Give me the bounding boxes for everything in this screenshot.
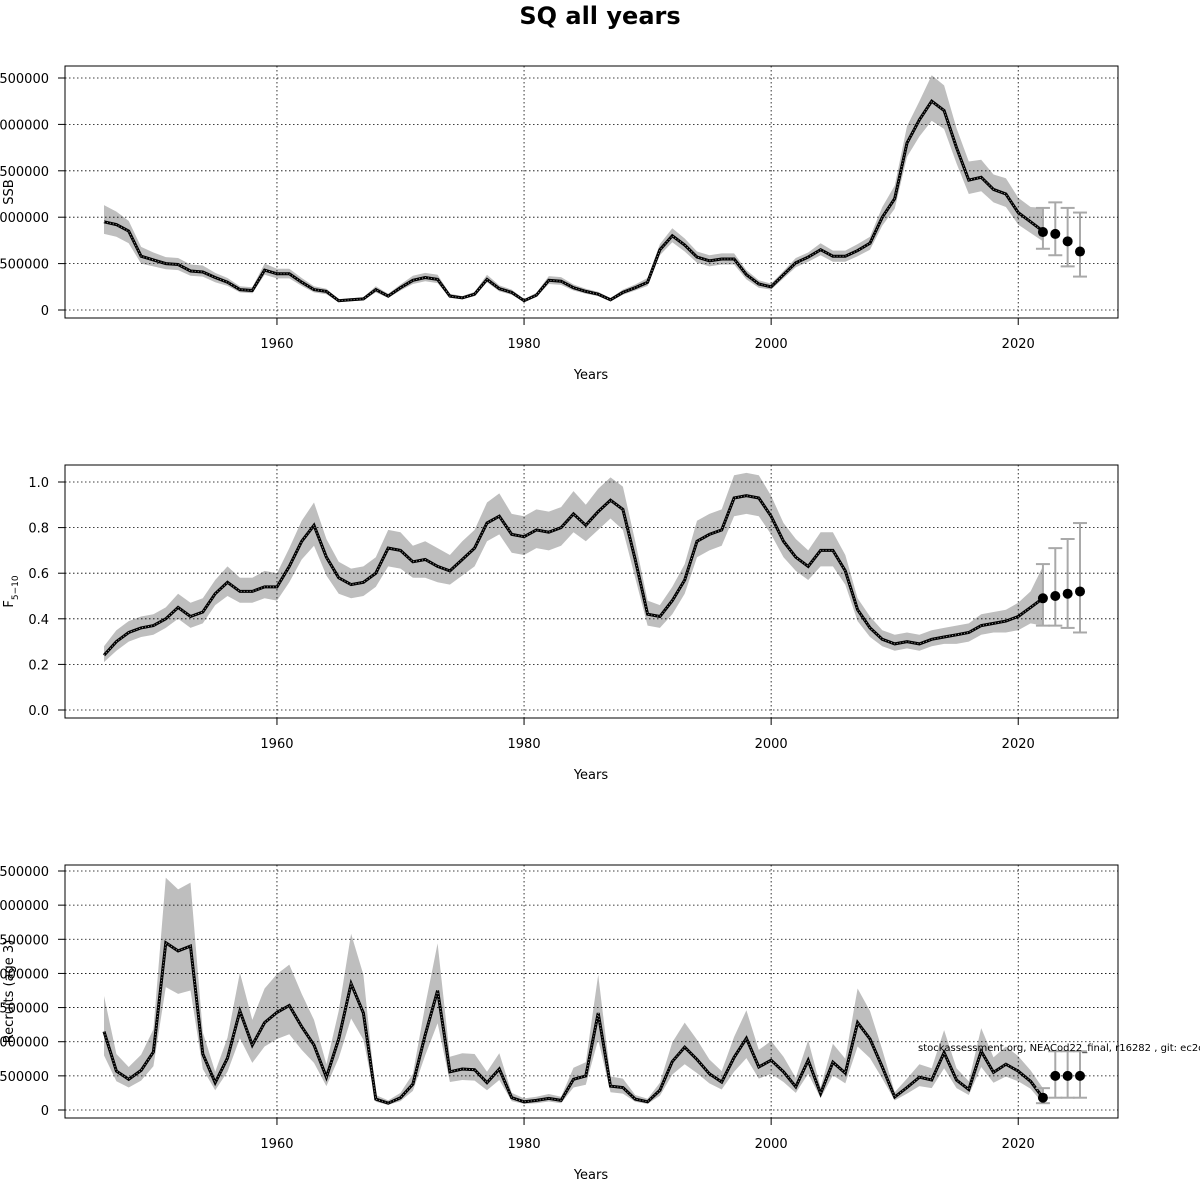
- forecast-point: [1062, 588, 1073, 599]
- y-tick-label: 2000000: [0, 118, 49, 133]
- y-tick-label: 2500000: [0, 933, 49, 948]
- y-tick-label: 0.8: [28, 522, 49, 537]
- x-tick-label: 2020: [1002, 337, 1035, 352]
- plot-frame: [64, 464, 1119, 719]
- x-tick-label: 2020: [1002, 1137, 1035, 1152]
- y-axis-label: Recruits (age 3): [2, 940, 17, 1044]
- y-tick-label: 0: [41, 304, 49, 319]
- x-tick-label: 2020: [1002, 737, 1035, 752]
- x-axis-label: Years: [573, 368, 609, 383]
- y-tick-label: 500000: [0, 258, 49, 273]
- recruits-panel: 1960 1980 2000 2020 0 500000 1000000 1500000 200…: [0, 864, 1119, 1183]
- y-tick-label: 3000000: [0, 899, 49, 914]
- estimate-line: [103, 99, 1044, 303]
- confidence-band: [104, 877, 1043, 1105]
- y-tick-label: 1000000: [0, 211, 49, 226]
- forecast-point: [1037, 593, 1048, 604]
- f-panel: 1960 1980 2000 2020 0.0 0.2 0.4 0.6 0.8 1.0 Years F…: [2, 464, 1119, 783]
- forecast-point: [1050, 591, 1061, 601]
- x-tick-label: 2000: [755, 1137, 788, 1152]
- x-tick-label: 2000: [755, 337, 788, 352]
- estimate-line-dotted: [103, 100, 1044, 302]
- y-tick-label: 0.4: [28, 613, 49, 628]
- plot-frame: [64, 65, 1119, 319]
- forecast-point: [1075, 1070, 1085, 1081]
- y-axis-label: SSB: [2, 179, 17, 204]
- y-tick-label: 0.2: [28, 658, 49, 673]
- y-axis-label-subscript: 5−10: [11, 575, 21, 600]
- y-tick-label: 500000: [0, 1070, 49, 1085]
- estimate-line-dotted: [103, 941, 1044, 1104]
- confidence-band: [104, 472, 1043, 663]
- forecast-point: [1062, 236, 1073, 247]
- forecast-point: [1037, 227, 1048, 238]
- y-tick-label: 1500000: [0, 1002, 49, 1017]
- x-tick-label: 1960: [260, 1137, 293, 1152]
- y-tick-label: 0.0: [28, 704, 49, 719]
- x-tick-label: 1960: [260, 337, 293, 352]
- y-tick-label: 0: [41, 1104, 49, 1119]
- x-tick-label: 1960: [260, 737, 293, 752]
- footnote: stockassessment.org, NEACod22_final, r16…: [918, 1043, 1200, 1054]
- forecast-point: [1062, 1070, 1073, 1081]
- forecast-point: [1075, 586, 1085, 597]
- estimate-line: [102, 494, 1044, 657]
- estimate-line: [102, 940, 1045, 1105]
- plot-frame: [64, 864, 1119, 1119]
- x-tick-label: 1980: [508, 337, 541, 352]
- y-tick-label: 2500000: [0, 72, 49, 87]
- x-tick-label: 1980: [508, 737, 541, 752]
- x-axis-label: Years: [573, 768, 609, 783]
- confidence-band: [104, 75, 1043, 303]
- forecast-point: [1075, 246, 1085, 257]
- chart-title: SQ all years: [519, 2, 680, 30]
- y-tick-label: 2000000: [0, 967, 49, 982]
- y-tick-label: 1500000: [0, 165, 49, 180]
- y-tick-label: 1000000: [0, 1036, 49, 1051]
- forecast-point: [1050, 228, 1061, 239]
- x-tick-label: 2000: [755, 737, 788, 752]
- y-axis-label: F5−10: [2, 575, 21, 607]
- y-tick-label: 3500000: [0, 865, 49, 880]
- x-tick-label: 1980: [508, 1137, 541, 1152]
- y-tick-label: 0.6: [28, 567, 49, 582]
- forecast-point: [1037, 1092, 1048, 1103]
- ssb-panel: 1960 1980 2000 2020 0 500000 1000000 1500000 200…: [0, 65, 1119, 383]
- y-tick-label: 1.0: [28, 476, 49, 491]
- forecast-point: [1050, 1070, 1061, 1081]
- x-axis-label: Years: [573, 1168, 609, 1183]
